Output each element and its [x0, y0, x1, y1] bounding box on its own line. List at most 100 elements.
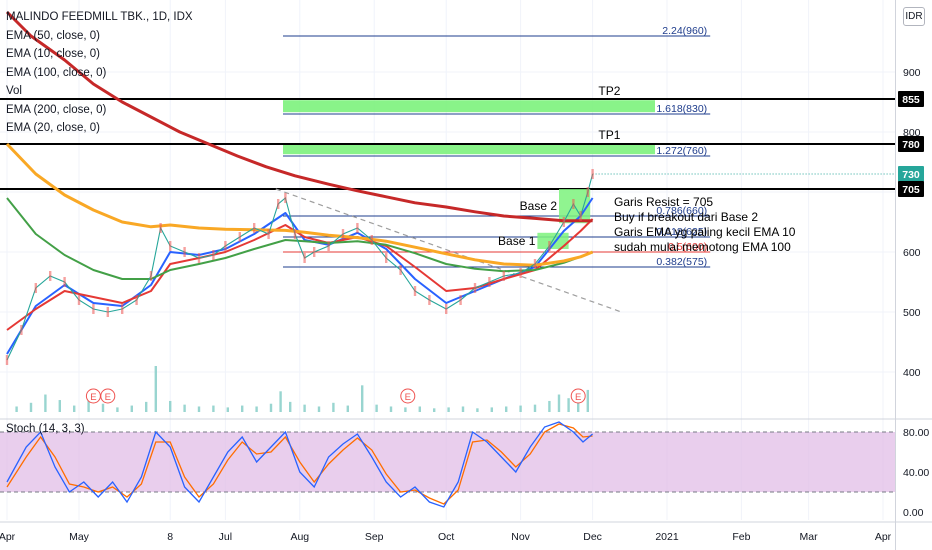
volume-bar — [533, 404, 537, 412]
base-label: Base 2 — [520, 199, 558, 213]
candle — [303, 253, 306, 263]
fib-level-label: 0.382(575) — [656, 256, 707, 268]
time-tick-label: Nov — [511, 531, 530, 543]
legend-title: MALINDO FEEDMILL TBK., 1D, IDX — [6, 11, 193, 23]
series-line — [5, 142, 594, 267]
legend-ema-200: EMA (200, close, 0) — [6, 103, 107, 116]
volume-bar — [433, 408, 436, 412]
volume-bar — [183, 404, 186, 412]
horizontal-lines — [0, 98, 895, 190]
volume-bar — [586, 389, 589, 412]
candle — [238, 232, 241, 242]
base-label: Base 1 — [498, 234, 536, 248]
candle — [149, 271, 153, 281]
price-badge — [898, 136, 924, 152]
volume-bar — [332, 402, 335, 412]
volume-bar — [404, 407, 407, 412]
earnings-marker-label: E — [105, 392, 111, 403]
candle — [572, 199, 575, 209]
time-tick-label: Aug — [290, 531, 309, 543]
time-tick-label: Sep — [365, 531, 384, 543]
candle — [413, 286, 417, 296]
price-tick-label: 500 — [903, 307, 921, 319]
volume-bar — [346, 405, 349, 412]
stoch-k-line — [6, 421, 594, 508]
close-series — [5, 169, 594, 365]
candle — [5, 355, 9, 365]
candle — [519, 268, 522, 278]
volume-bar — [577, 400, 580, 412]
volume-bar — [255, 406, 258, 412]
volume-bar — [226, 407, 229, 412]
stoch-tick-label: 80.00 — [903, 427, 929, 439]
candle — [293, 229, 297, 239]
candle — [159, 223, 162, 233]
earnings-marker — [400, 388, 416, 404]
candle — [586, 187, 589, 197]
volume-bar — [279, 391, 282, 412]
price-badge-label: 705 — [902, 184, 920, 196]
candle — [183, 247, 186, 257]
stoch-tick-label: 40.00 — [903, 467, 929, 479]
volume-bar — [548, 400, 551, 412]
stoch-label: Stoch (14, 3, 3) — [6, 423, 85, 435]
stoch-d-line — [6, 423, 593, 505]
fibonacci-levels: 2.24(960) 1.618(830) 1.272(760) 0.786(660) 0… — [283, 25, 711, 268]
candle — [579, 211, 582, 221]
volume-bar — [317, 406, 321, 412]
volume-bar — [375, 404, 378, 412]
fib-level-label: 1.618(830) — [656, 103, 707, 115]
candle — [253, 223, 256, 233]
candle — [49, 271, 52, 281]
annotation-text: Buy if breakout dari Base 2 — [614, 210, 758, 224]
volume-bar — [116, 407, 119, 412]
legend-vol: Vol — [6, 85, 22, 97]
candle — [277, 199, 280, 209]
candle — [212, 250, 215, 260]
earnings-marker-label: E — [575, 392, 581, 403]
volume-bar — [505, 406, 508, 412]
time-tick-label: Jul — [219, 531, 232, 543]
candle — [356, 223, 359, 233]
volume-bar — [361, 385, 364, 412]
time-tick-label: Mar — [800, 531, 819, 543]
price-tick-label: 600 — [903, 247, 921, 259]
time-tick-label: Dec — [583, 531, 602, 543]
candle — [473, 283, 477, 293]
earnings-marker — [570, 388, 586, 404]
volume-bar — [145, 401, 148, 412]
price-badge-label: 855 — [902, 94, 920, 106]
price-badges: 855 780 730 705 — [898, 91, 924, 197]
annotation-text: Garis EMA yg paling kecil EMA 10 — [614, 225, 796, 239]
candle — [562, 217, 565, 227]
price-badge-label: 730 — [902, 169, 920, 181]
fib-level-label: 0.5(600) — [668, 241, 707, 253]
candle — [548, 241, 551, 251]
tp-zones: TP2 TP1 — [283, 84, 655, 155]
candle — [267, 229, 270, 239]
legend-ema-10: EMA (10, close, 0) — [6, 48, 100, 60]
earnings-marker-label: E — [90, 392, 96, 403]
candle — [313, 247, 316, 257]
legend-ema-100: EMA (100, close, 0) — [6, 66, 107, 79]
candle — [224, 241, 227, 251]
earnings-marker-label: E — [405, 392, 411, 403]
currency-badge[interactable]: IDR — [903, 7, 925, 26]
fib-level-label: 1.272(760) — [656, 145, 707, 157]
volume-bar — [289, 401, 292, 412]
candle — [284, 193, 287, 203]
annotation-text: sudah mulai memotong EMA 100 — [614, 240, 791, 254]
candle — [169, 241, 172, 251]
candle — [20, 325, 23, 335]
volume-bar — [519, 405, 522, 412]
volume-bar — [418, 406, 421, 412]
time-tick-label: May — [69, 531, 90, 543]
volume-bar — [169, 400, 172, 412]
volume-bar — [15, 406, 18, 412]
tp-zone — [283, 144, 655, 155]
candle — [106, 307, 109, 317]
volume-bar — [29, 402, 33, 412]
time-tick-label: Feb — [732, 531, 750, 543]
